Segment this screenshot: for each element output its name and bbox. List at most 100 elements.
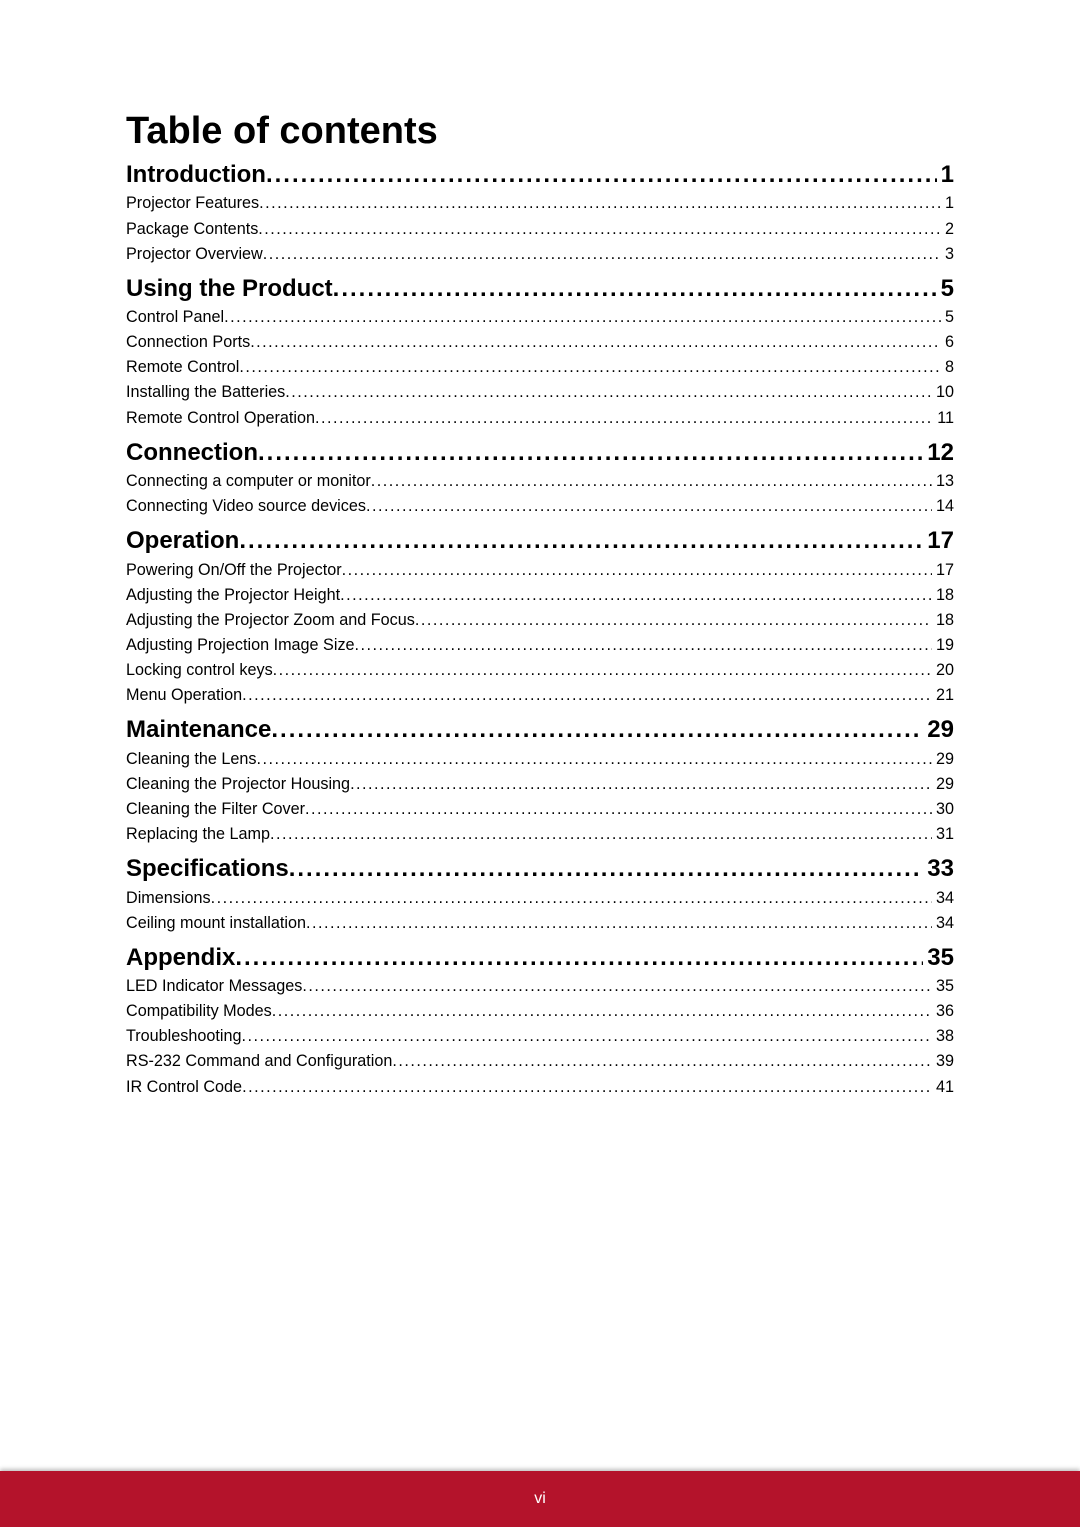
toc-item-page: 34 xyxy=(932,886,954,911)
toc-item[interactable]: Remote Control 8 xyxy=(126,355,954,380)
toc-item[interactable]: Adjusting the Projector Zoom and Focus 1… xyxy=(126,608,954,633)
toc-item[interactable]: Adjusting Projection Image Size 19 xyxy=(126,633,954,658)
toc-item[interactable]: Connection Ports 6 xyxy=(126,330,954,355)
toc-leader-dots xyxy=(285,380,932,405)
toc-section[interactable]: Connection 12 xyxy=(126,437,954,469)
toc-item-label: Adjusting Projection Image Size xyxy=(126,633,355,658)
toc-item-page: 14 xyxy=(932,494,954,519)
toc-leader-dots xyxy=(273,658,932,683)
toc-item[interactable]: LED Indicator Messages 35 xyxy=(126,974,954,999)
toc-item-page: 20 xyxy=(932,658,954,683)
toc-item-label: Projector Features xyxy=(126,191,259,216)
toc-leader-dots xyxy=(415,608,932,633)
toc-item[interactable]: Installing the Batteries 10 xyxy=(126,380,954,405)
toc-item[interactable]: Connecting a computer or monitor 13 xyxy=(126,469,954,494)
toc-section[interactable]: Specifications 33 xyxy=(126,853,954,885)
toc-section-label: Maintenance xyxy=(126,714,271,746)
toc-item-label: Compatibility Modes xyxy=(126,999,272,1024)
toc-item-page: 11 xyxy=(933,406,954,431)
toc-leader-dots xyxy=(305,797,932,822)
toc-item[interactable]: IR Control Code 41 xyxy=(126,1075,954,1100)
toc-item-page: 17 xyxy=(932,558,954,583)
toc-item-page: 3 xyxy=(941,242,954,267)
toc-leader-dots xyxy=(258,217,941,242)
toc-item-label: Troubleshooting xyxy=(126,1024,242,1049)
toc-section-label: Appendix xyxy=(126,942,235,974)
toc-item[interactable]: Control Panel 5 xyxy=(126,305,954,330)
toc-leader-dots xyxy=(239,525,923,557)
toc-item[interactable]: Powering On/Off the Projector 17 xyxy=(126,558,954,583)
toc-item[interactable]: RS-232 Command and Configuration 39 xyxy=(126,1049,954,1074)
toc-item[interactable]: Projector Features 1 xyxy=(126,191,954,216)
toc-section[interactable]: Operation 17 xyxy=(126,525,954,557)
toc-leader-dots xyxy=(355,633,932,658)
toc-section-page: 29 xyxy=(923,714,954,746)
toc-item-page: 18 xyxy=(932,608,954,633)
toc-item-label: Menu Operation xyxy=(126,683,242,708)
toc-item-page: 34 xyxy=(932,911,954,936)
content-area: Table of contents Introduction 1Projecto… xyxy=(126,110,954,1100)
toc-item[interactable]: Cleaning the Lens 29 xyxy=(126,747,954,772)
toc-leader-dots xyxy=(266,159,937,191)
toc-item[interactable]: Cleaning the Filter Cover 30 xyxy=(126,797,954,822)
toc-item[interactable]: Dimensions 34 xyxy=(126,886,954,911)
toc-item-label: Cleaning the Lens xyxy=(126,747,257,772)
toc-section-label: Using the Product xyxy=(126,273,333,305)
toc-item-page: 18 xyxy=(932,583,954,608)
toc-item-label: RS-232 Command and Configuration xyxy=(126,1049,392,1074)
toc-section[interactable]: Appendix 35 xyxy=(126,942,954,974)
toc-item[interactable]: Ceiling mount installation 34 xyxy=(126,911,954,936)
toc-leader-dots xyxy=(259,191,941,216)
toc-section[interactable]: Using the Product 5 xyxy=(126,273,954,305)
toc-item-label: Projector Overview xyxy=(126,242,263,267)
toc-leader-dots xyxy=(257,747,932,772)
toc-section-label: Operation xyxy=(126,525,239,557)
toc-section[interactable]: Maintenance 29 xyxy=(126,714,954,746)
toc-item-page: 39 xyxy=(932,1049,954,1074)
toc-leader-dots xyxy=(340,583,932,608)
toc-item-label: Replacing the Lamp xyxy=(126,822,270,847)
toc-item[interactable]: Cleaning the Projector Housing 29 xyxy=(126,772,954,797)
toc-section-page: 33 xyxy=(923,853,954,885)
toc-leader-dots xyxy=(392,1049,932,1074)
toc-leader-dots xyxy=(350,772,932,797)
toc-item[interactable]: Compatibility Modes 36 xyxy=(126,999,954,1024)
toc-leader-dots xyxy=(272,999,932,1024)
toc-item[interactable]: Connecting Video source devices 14 xyxy=(126,494,954,519)
toc-item-page: 29 xyxy=(932,772,954,797)
toc-leader-dots xyxy=(371,469,932,494)
toc-item-page: 35 xyxy=(932,974,954,999)
toc-item-page: 36 xyxy=(932,999,954,1024)
toc-item-label: Cleaning the Projector Housing xyxy=(126,772,350,797)
toc-item-page: 1 xyxy=(941,191,954,216)
toc-item[interactable]: Projector Overview 3 xyxy=(126,242,954,267)
footer-page-number: vi xyxy=(534,1490,546,1508)
toc-item-page: 13 xyxy=(932,469,954,494)
toc-list: Introduction 1Projector Features 1Packag… xyxy=(126,159,954,1100)
toc-item[interactable]: Remote Control Operation 11 xyxy=(126,406,954,431)
toc-leader-dots xyxy=(289,853,924,885)
toc-item[interactable]: Adjusting the Projector Height 18 xyxy=(126,583,954,608)
toc-item[interactable]: Troubleshooting 38 xyxy=(126,1024,954,1049)
toc-section-page: 35 xyxy=(923,942,954,974)
toc-item[interactable]: Replacing the Lamp 31 xyxy=(126,822,954,847)
toc-leader-dots xyxy=(224,305,941,330)
toc-item[interactable]: Package Contents 2 xyxy=(126,217,954,242)
toc-item-label: Remote Control xyxy=(126,355,239,380)
toc-item-page: 30 xyxy=(932,797,954,822)
toc-item-label: Ceiling mount installation xyxy=(126,911,306,936)
toc-leader-dots xyxy=(302,974,932,999)
toc-section-label: Specifications xyxy=(126,853,289,885)
toc-item-page: 29 xyxy=(932,747,954,772)
toc-item[interactable]: Menu Operation 21 xyxy=(126,683,954,708)
toc-item-label: Package Contents xyxy=(126,217,258,242)
toc-leader-dots xyxy=(250,330,941,355)
toc-item-label: IR Control Code xyxy=(126,1075,242,1100)
toc-item[interactable]: Locking control keys 20 xyxy=(126,658,954,683)
toc-item-label: Control Panel xyxy=(126,305,224,330)
toc-item-label: Cleaning the Filter Cover xyxy=(126,797,305,822)
toc-section[interactable]: Introduction 1 xyxy=(126,159,954,191)
toc-item-label: Remote Control Operation xyxy=(126,406,315,431)
toc-leader-dots xyxy=(242,1024,932,1049)
toc-leader-dots xyxy=(306,911,932,936)
